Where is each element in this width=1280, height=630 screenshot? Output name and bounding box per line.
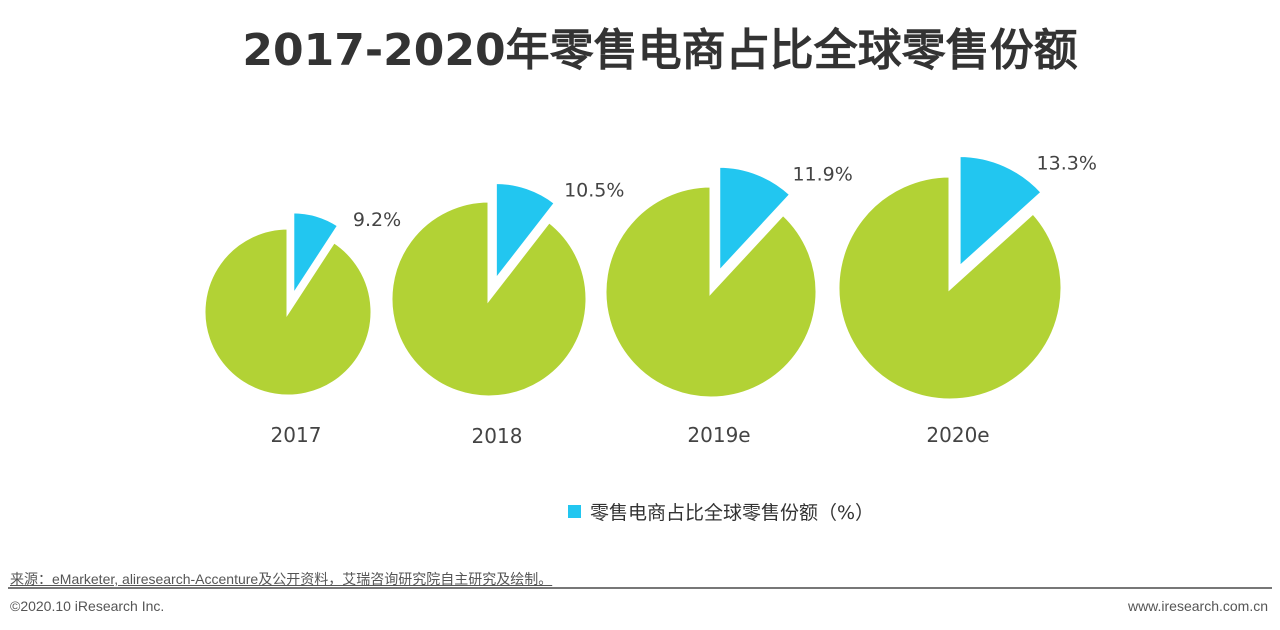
pie-slice-rest-2018 xyxy=(389,199,589,399)
data-label-2017: 9.2% xyxy=(353,209,401,231)
copyright: ©2020.10 iResearch Inc. xyxy=(10,598,165,614)
legend-swatch xyxy=(568,505,581,518)
website-link[interactable]: www.iresearch.com.cn xyxy=(1127,598,1268,614)
pie-slice-rest-2019e xyxy=(603,184,819,400)
pie-slice-rest-2017 xyxy=(202,226,374,398)
pie-slice-share-2017 xyxy=(291,210,341,301)
legend-label: 零售电商占比全球零售份额（%） xyxy=(590,502,875,524)
pie-slice-share-2018 xyxy=(493,180,558,285)
data-label-2020e: 13.3% xyxy=(1037,153,1097,175)
source-note: 来源：eMarketer, aliresearch-Accenture及公开资料… xyxy=(10,571,553,587)
category-label-2017: 2017 xyxy=(271,423,322,447)
category-label-2019e: 2019e xyxy=(687,423,750,447)
pie-slice-share-2020e xyxy=(957,154,1045,271)
footer-divider xyxy=(8,587,1272,589)
pie-slice-share-2019e xyxy=(717,164,793,277)
category-label-2020e: 2020e xyxy=(926,423,989,447)
chart-title: 2017-2020年零售电商占比全球零售份额 xyxy=(242,25,1078,76)
data-label-2018: 10.5% xyxy=(564,179,624,201)
pie-slice-rest-2020e xyxy=(836,174,1064,402)
legend: 零售电商占比全球零售份额（%） xyxy=(568,498,874,525)
data-label-2019e: 11.9% xyxy=(792,163,852,185)
category-label-2018: 2018 xyxy=(472,424,523,448)
